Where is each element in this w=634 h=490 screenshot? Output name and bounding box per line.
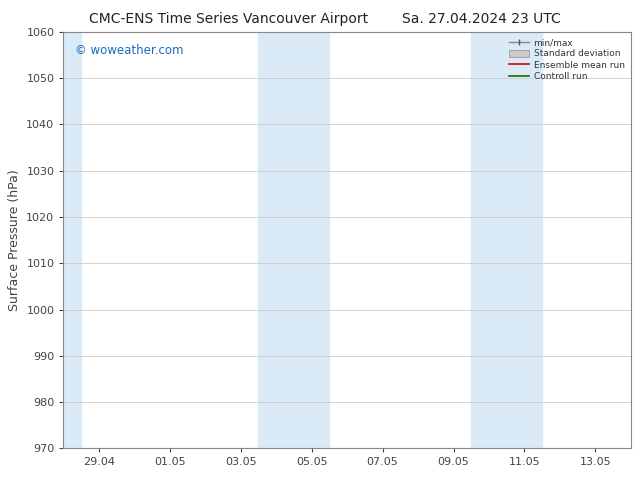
Text: CMC-ENS Time Series Vancouver Airport: CMC-ENS Time Series Vancouver Airport <box>89 12 368 26</box>
Text: © woweather.com: © woweather.com <box>75 44 183 57</box>
Y-axis label: Surface Pressure (hPa): Surface Pressure (hPa) <box>8 169 21 311</box>
Legend: min/max, Standard deviation, Ensemble mean run, Controll run: min/max, Standard deviation, Ensemble me… <box>507 36 626 83</box>
Bar <box>259 32 330 448</box>
Bar <box>471 32 542 448</box>
Bar <box>63 32 81 448</box>
Text: Sa. 27.04.2024 23 UTC: Sa. 27.04.2024 23 UTC <box>403 12 561 26</box>
